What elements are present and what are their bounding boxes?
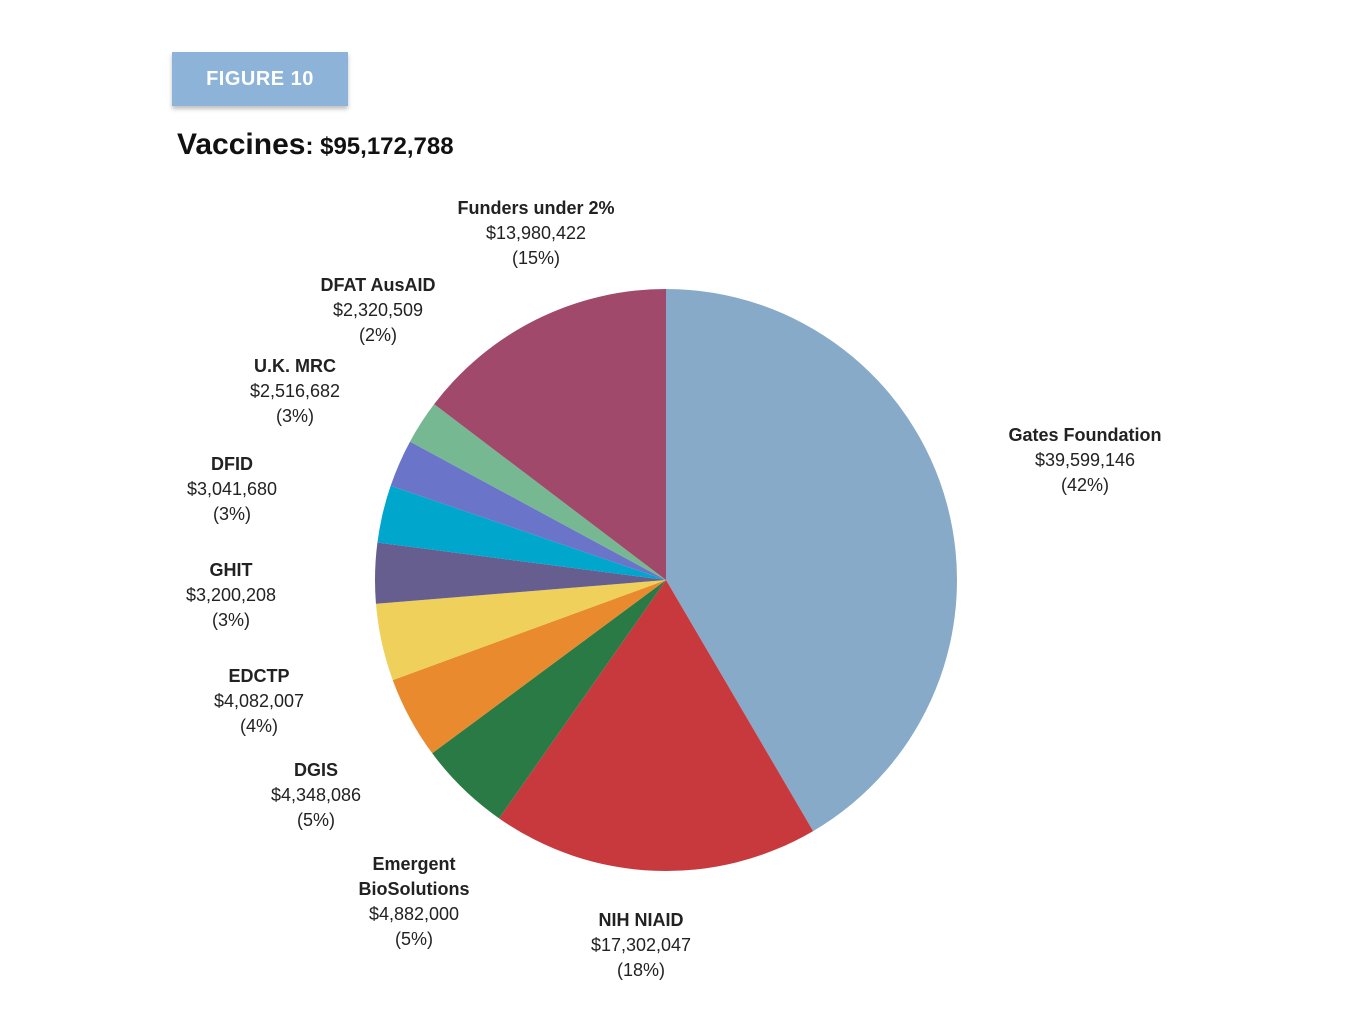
label-nih-niaid: NIH NIAID $17,302,047 (18%) — [591, 908, 691, 983]
label-percent: (3%) — [275, 406, 314, 426]
chart-title-separator: : — [305, 133, 321, 160]
chart-title-main: Vaccines — [177, 128, 306, 161]
label-amount: $4,082,007 — [213, 691, 305, 711]
label-emergent-biosolutions: Emergent BioSolutions $4,882,000 (5%) — [359, 852, 470, 952]
pie-slice-edctp — [375, 580, 666, 681]
label-amount: $13,980,422 — [485, 223, 587, 243]
label-name: EDCTP — [228, 666, 290, 686]
label-name: Funders under 2% — [457, 198, 615, 218]
pie-slice-ghit — [374, 542, 666, 604]
pie-slice-funders-under-2 — [434, 289, 666, 580]
label-gates-foundation: Gates Foundation $39,599,146 (42%) — [1009, 423, 1162, 498]
pie-slice-u-k-mrc — [390, 441, 666, 580]
label-percent: (3%) — [212, 504, 251, 524]
label-funders-under-2: Funders under 2% $13,980,422 (15%) — [457, 196, 614, 271]
pie-slice-dgis — [392, 580, 666, 754]
label-name-line1: Emergent — [372, 854, 456, 874]
label-amount: $2,320,509 — [332, 300, 424, 320]
label-percent: (42%) — [1060, 475, 1109, 495]
pie-slice-emergent-biosolutions — [432, 580, 666, 819]
label-name: DGIS — [293, 760, 338, 780]
chart-title-amount: $95,172,788 — [320, 133, 454, 160]
label-percent: (5%) — [296, 810, 335, 830]
label-percent: (15%) — [511, 248, 560, 268]
label-dgis: DGIS $4,348,086 (5%) — [271, 758, 361, 833]
label-name: NIH NIAID — [598, 910, 684, 930]
label-percent: (5%) — [394, 929, 433, 949]
figure-label: FIGURE 10 — [206, 67, 314, 90]
pie-slice-nih-niaid — [499, 580, 814, 871]
label-amount: $3,041,680 — [186, 479, 278, 499]
label-name-line2: BioSolutions — [358, 879, 470, 899]
label-dfat-ausaid: DFAT AusAID $2,320,509 (2%) — [321, 273, 436, 348]
chart-title: Vaccines: $95,172,788 — [177, 128, 454, 162]
pie-slice-dfid — [377, 485, 666, 580]
label-uk-mrc: U.K. MRC $2,516,682 (3%) — [250, 354, 340, 429]
label-name: U.K. MRC — [254, 356, 336, 376]
label-amount: $17,302,047 — [590, 935, 692, 955]
label-edctp: EDCTP $4,082,007 (4%) — [214, 664, 304, 739]
label-amount: $4,882,000 — [368, 904, 460, 924]
label-name: GHIT — [209, 560, 253, 580]
label-name: DFAT AusAID — [320, 275, 436, 295]
label-ghit: GHIT $3,200,208 (3%) — [186, 558, 276, 633]
pie-slice-gates-foundation — [666, 289, 957, 832]
label-percent: (2%) — [358, 325, 397, 345]
label-name: DFID — [211, 454, 253, 474]
label-name: Gates Foundation — [1008, 425, 1162, 445]
label-amount: $4,348,086 — [270, 785, 362, 805]
label-percent: (4%) — [239, 716, 278, 736]
label-dfid: DFID $3,041,680 (3%) — [187, 452, 277, 527]
label-percent: (18%) — [616, 960, 666, 980]
label-amount: $39,599,146 — [1034, 450, 1136, 470]
label-amount: $3,200,208 — [185, 585, 277, 605]
label-amount: $2,516,682 — [249, 381, 341, 401]
figure-label-badge: FIGURE 10 — [172, 52, 348, 106]
pie-slice-dfat-ausaid — [410, 404, 666, 580]
label-percent: (3%) — [211, 610, 250, 630]
